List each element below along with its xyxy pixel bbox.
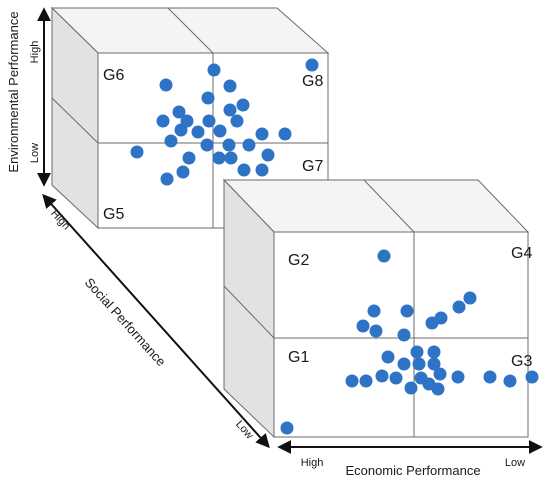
back-cube-point — [212, 151, 226, 165]
group-label-g8: G8 — [302, 73, 323, 90]
back-cube-point — [230, 114, 244, 128]
front-cube-point — [412, 357, 426, 371]
back-cube-point — [174, 123, 188, 137]
back-cube-points — [130, 58, 319, 186]
back-cube-point — [236, 98, 250, 112]
group-label-g5: G5 — [103, 206, 124, 223]
social-axis-low: Low — [233, 418, 255, 441]
back-cube-point — [200, 138, 214, 152]
front-cube-point — [433, 367, 447, 381]
environmental-axis-high: High — [29, 41, 41, 64]
group-label-g4: G4 — [511, 245, 532, 262]
social-axis-high: High — [48, 208, 72, 233]
front-cube-point — [356, 319, 370, 333]
back-cube-point — [255, 163, 269, 177]
back-cube-point — [156, 114, 170, 128]
back-cube-point — [255, 127, 269, 141]
front-cube-point — [463, 291, 477, 305]
front-cube-top-divider — [363, 179, 415, 233]
back-cube-point — [223, 79, 237, 93]
back-cube-point — [261, 148, 275, 162]
economic-axis: High Low Economic Performance — [277, 440, 543, 478]
group-label-g6: G6 — [103, 67, 124, 84]
back-cube-point — [191, 125, 205, 139]
group-label-g2: G2 — [288, 252, 309, 269]
back-cube-point — [160, 172, 174, 186]
back-cube-point — [201, 91, 215, 105]
back-cube-side-divider — [51, 97, 99, 144]
front-cube-point — [345, 374, 359, 388]
back-cube-point — [207, 63, 221, 77]
back-cube-point — [237, 163, 251, 177]
front-cube-top-face — [222, 179, 530, 233]
group-label-g7: G7 — [302, 158, 323, 175]
back-cube-point — [202, 114, 216, 128]
back-cube-point — [130, 145, 144, 159]
back-cube-point — [176, 165, 190, 179]
back-cube-point — [172, 105, 186, 119]
front-cube: G2 G4 G1 G3 — [222, 178, 539, 439]
front-cube-point — [427, 345, 441, 359]
back-cube-point — [159, 78, 173, 92]
front-cube-point — [397, 328, 411, 342]
front-cube-point — [431, 382, 445, 396]
social-axis-arrow — [42, 193, 270, 449]
back-cube-point — [164, 134, 178, 148]
front-cube-point — [359, 374, 373, 388]
front-cube-point — [381, 350, 395, 364]
economic-axis-low: Low — [505, 457, 525, 469]
front-cube-point — [483, 370, 497, 384]
group-label-g1: G1 — [288, 349, 309, 366]
economic-axis-high: High — [301, 457, 324, 469]
group-label-g3: G3 — [511, 353, 532, 370]
front-cube-point — [404, 381, 418, 395]
front-cube-point — [427, 357, 441, 371]
back-cube-point — [224, 151, 238, 165]
front-cube-point — [400, 304, 414, 318]
front-cube-point — [377, 249, 391, 263]
front-cube-point — [369, 324, 383, 338]
front-cube-point — [452, 300, 466, 314]
economic-axis-label: Economic Performance — [345, 463, 480, 478]
back-cube-point — [242, 138, 256, 152]
front-cube-point — [367, 304, 381, 318]
front-cube-point — [397, 357, 411, 371]
front-cube-point — [525, 370, 539, 384]
environmental-axis-label: Environmental Performance — [6, 11, 21, 172]
back-cube-point — [222, 138, 236, 152]
back-cube-point — [305, 58, 319, 72]
front-cube-points — [280, 249, 539, 435]
front-cube-point — [503, 374, 517, 388]
back-cube-point — [213, 124, 227, 138]
front-cube-point — [451, 370, 465, 384]
environmental-axis: Environmental Performance High Low — [6, 7, 51, 187]
back-cube-point — [223, 103, 237, 117]
back-cube-top-divider — [167, 7, 214, 54]
front-cube-point — [410, 345, 424, 359]
front-cube-point — [280, 421, 294, 435]
environmental-axis-low: Low — [29, 143, 41, 163]
back-cube-point — [278, 127, 292, 141]
front-cube-point — [375, 369, 389, 383]
back-cube-point — [182, 151, 196, 165]
front-cube-point — [389, 371, 403, 385]
front-cube-point — [425, 316, 439, 330]
